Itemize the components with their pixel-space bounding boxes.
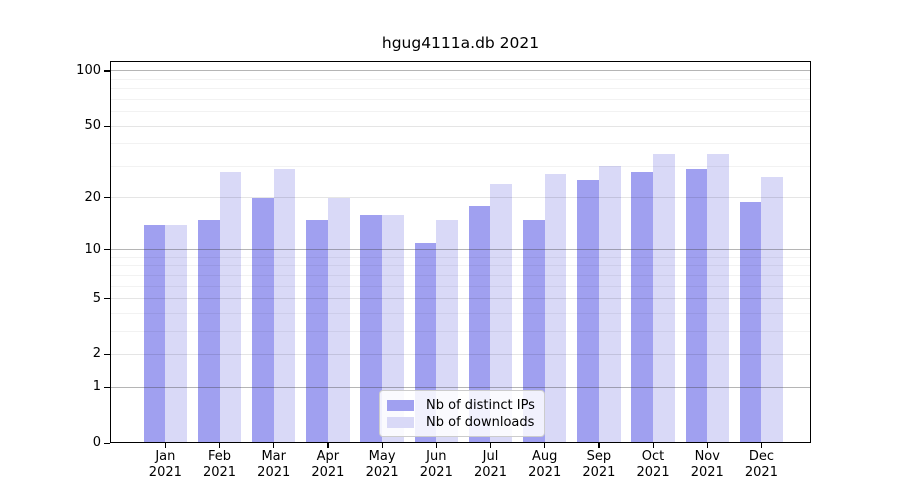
bar-distinct-ips bbox=[197, 219, 220, 443]
x-tick-label: Sep 2021 bbox=[582, 449, 616, 480]
bar-distinct-ips bbox=[522, 219, 545, 443]
bar-downloads bbox=[165, 224, 188, 443]
bar-distinct-ips bbox=[360, 214, 383, 443]
x-tick-label: Apr 2021 bbox=[311, 449, 345, 480]
bar-distinct-ips bbox=[468, 205, 491, 443]
y-tick bbox=[104, 249, 110, 251]
bar-downloads bbox=[382, 214, 404, 443]
x-tick-label: Jan 2021 bbox=[148, 449, 182, 480]
y-tick-label: 2 bbox=[92, 346, 101, 362]
bar-downloads bbox=[707, 154, 729, 443]
y-tick bbox=[104, 298, 110, 300]
y-tick-label: 50 bbox=[84, 118, 101, 134]
gridline bbox=[111, 274, 810, 276]
x-tick-label: Feb 2021 bbox=[202, 449, 237, 480]
bar-distinct-ips bbox=[631, 171, 654, 443]
x-tick bbox=[706, 443, 708, 448]
y-tick bbox=[104, 386, 110, 388]
x-tick-label: Oct 2021 bbox=[636, 449, 670, 480]
x-tick bbox=[544, 443, 546, 448]
legend: Nb of distinct IPs Nb of downloads bbox=[379, 390, 545, 437]
legend-swatch-downloads bbox=[387, 416, 414, 428]
x-tick-label: Dec 2021 bbox=[744, 449, 778, 480]
gridline bbox=[111, 386, 810, 388]
gridline bbox=[111, 256, 810, 258]
gridline bbox=[111, 197, 810, 199]
bar-downloads bbox=[761, 177, 784, 443]
legend-label-downloads: Nb of downloads bbox=[426, 414, 535, 430]
bar-distinct-ips bbox=[685, 168, 708, 443]
bar-distinct-ips bbox=[739, 201, 762, 443]
legend-label-distinct-ips: Nb of distinct IPs bbox=[426, 397, 535, 413]
bar-downloads bbox=[653, 154, 675, 443]
x-tick bbox=[652, 443, 654, 448]
y-tick-label: 20 bbox=[84, 189, 101, 205]
y-tick-label: 5 bbox=[92, 290, 101, 306]
x-tick bbox=[489, 443, 492, 448]
chart-title: hgug4111a.db 2021 bbox=[381, 34, 540, 52]
x-tick-label: Aug 2021 bbox=[528, 449, 562, 480]
gridline bbox=[111, 353, 810, 355]
gridline bbox=[111, 249, 810, 251]
gridline bbox=[111, 265, 810, 267]
bar-downloads bbox=[598, 166, 621, 443]
bar-downloads bbox=[273, 168, 296, 443]
bar-distinct-ips bbox=[252, 197, 274, 443]
bar-downloads bbox=[544, 174, 567, 443]
x-tick bbox=[327, 443, 329, 448]
x-tick bbox=[381, 443, 383, 448]
y-tick-label: 10 bbox=[84, 241, 101, 257]
gridline bbox=[111, 285, 810, 287]
bar-downloads bbox=[327, 197, 350, 443]
y-tick-label: 1 bbox=[92, 379, 101, 395]
legend-swatch-distinct-ips bbox=[387, 399, 414, 411]
gridline bbox=[111, 165, 810, 167]
legend-item-distinct-ips: Nb of distinct IPs bbox=[387, 397, 536, 413]
y-tick bbox=[104, 442, 110, 444]
x-tick bbox=[164, 443, 167, 448]
legend-item-downloads: Nb of downloads bbox=[387, 414, 536, 430]
y-tick-label: 0 bbox=[92, 435, 101, 450]
gridline bbox=[111, 125, 810, 127]
bar-distinct-ips bbox=[306, 219, 328, 443]
x-tick-label: Jul 2021 bbox=[473, 449, 508, 480]
gridline bbox=[111, 70, 810, 72]
x-tick bbox=[435, 443, 437, 448]
x-tick bbox=[598, 443, 600, 448]
bar-downloads bbox=[219, 171, 242, 443]
x-tick-label: Jun 2021 bbox=[419, 449, 453, 480]
y-tick-label: 100 bbox=[76, 62, 101, 78]
y-tick bbox=[104, 353, 110, 356]
bar-downloads bbox=[490, 183, 513, 443]
gridline bbox=[111, 88, 810, 90]
gridline bbox=[111, 330, 810, 332]
x-tick bbox=[219, 443, 221, 448]
gridline bbox=[111, 111, 810, 113]
x-tick-label: May 2021 bbox=[365, 449, 399, 480]
x-tick-label: Mar 2021 bbox=[257, 449, 291, 480]
gridline bbox=[111, 78, 810, 80]
bar-distinct-ips bbox=[143, 224, 166, 443]
bar-downloads bbox=[436, 219, 458, 443]
bar-distinct-ips bbox=[577, 180, 599, 443]
gridline bbox=[111, 98, 810, 100]
y-tick bbox=[104, 197, 110, 199]
y-tick bbox=[104, 125, 110, 127]
x-tick-label: Nov 2021 bbox=[690, 449, 724, 480]
x-tick bbox=[273, 443, 275, 448]
gridline bbox=[111, 298, 810, 300]
gridline bbox=[111, 143, 810, 145]
gridline bbox=[111, 312, 810, 314]
x-tick bbox=[760, 443, 763, 448]
y-tick bbox=[104, 70, 110, 72]
